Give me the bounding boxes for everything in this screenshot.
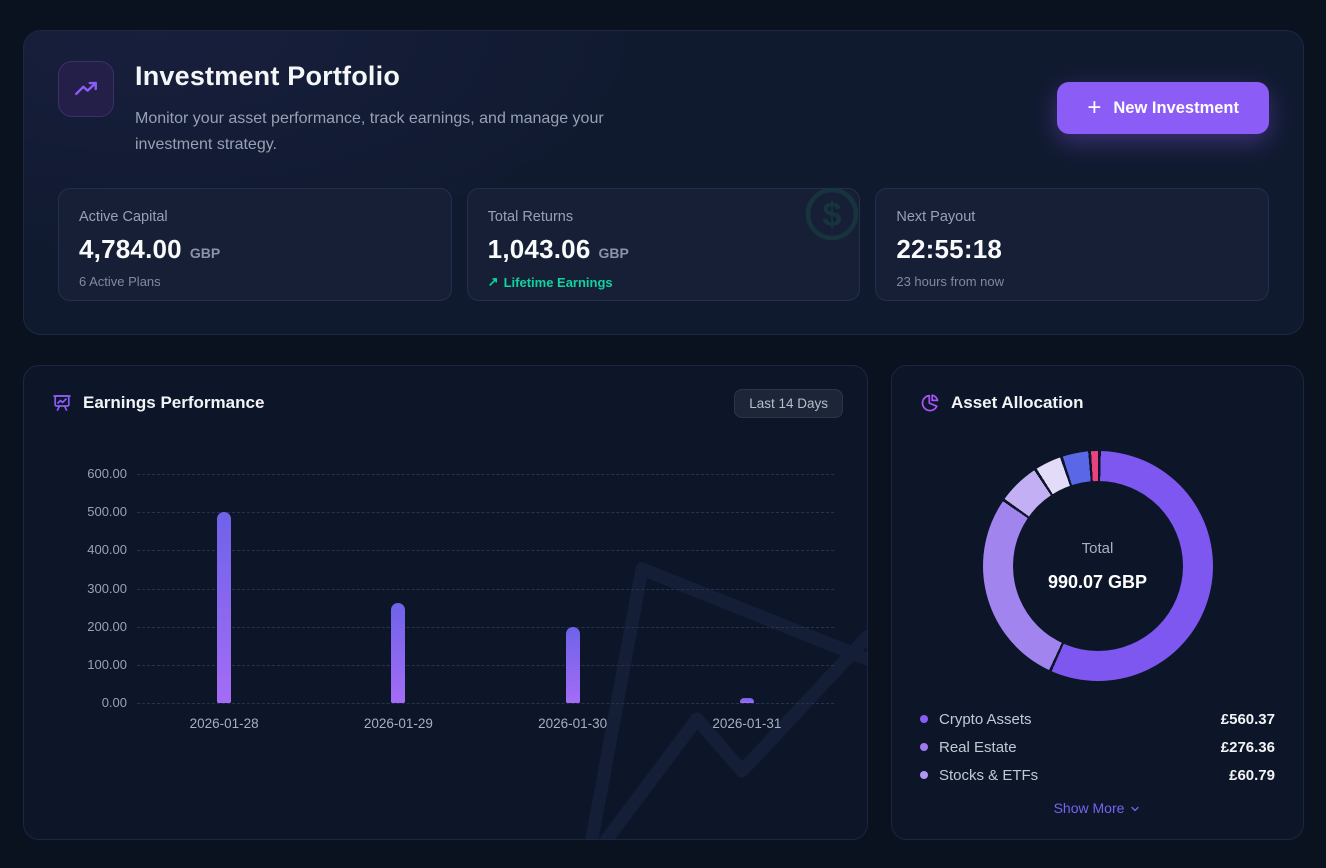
y-axis: 600.00 500.00 400.00 300.00 200.00 100.00 0.00 bbox=[54, 466, 127, 710]
chevron-down-icon bbox=[1131, 806, 1140, 812]
stat-label: Next Payout bbox=[896, 209, 976, 225]
presentation-chart-icon bbox=[53, 395, 71, 411]
page-title: Investment Portfolio bbox=[135, 61, 401, 91]
asset-allocation-panel: Asset Allocation Total 990.07 GBP Crypto… bbox=[891, 365, 1304, 840]
allocation-panel-title: Asset Allocation bbox=[951, 393, 1084, 412]
stat-note: 6 Active Plans bbox=[79, 274, 161, 289]
donut-center: Total 990.07 GBP bbox=[1012, 481, 1183, 651]
allocation-legend: Crypto Assets £560.37 Real Estate £276.3… bbox=[920, 705, 1275, 789]
legend-dot bbox=[920, 771, 928, 779]
stat-card-total-returns: $ Total Returns 1,043.06 GBP ↗ Lifetime … bbox=[466, 187, 861, 301]
legend-amount: £560.37 bbox=[1220, 710, 1275, 728]
bar-2026-01-30[interactable] bbox=[565, 626, 580, 703]
stat-currency: GBP bbox=[598, 245, 629, 261]
y-axis-tick-label: 400.00 bbox=[87, 542, 127, 558]
trending-up-icon bbox=[58, 61, 114, 117]
gridline bbox=[137, 588, 834, 590]
bar-2026-01-28[interactable] bbox=[217, 512, 232, 703]
gridline bbox=[137, 474, 834, 475]
stat-note: 23 hours from now bbox=[896, 274, 1005, 289]
legend-name: Crypto Assets bbox=[939, 710, 1032, 728]
new-investment-label: New Investment bbox=[1113, 98, 1239, 117]
donut-center-label: Total bbox=[1081, 539, 1114, 557]
show-more-label: Show More bbox=[1053, 800, 1125, 816]
stat-note-lifetime-earnings: ↗ Lifetime Earnings bbox=[488, 274, 840, 290]
bar-2026-01-29[interactable] bbox=[391, 603, 406, 703]
new-investment-button[interactable]: + New Investment bbox=[1057, 82, 1269, 134]
gridline bbox=[137, 512, 834, 514]
show-more-button[interactable]: Show More bbox=[892, 800, 1303, 816]
earnings-performance-panel: Earnings Performance Last 14 Days 600.00… bbox=[23, 365, 868, 840]
stat-value: 4,784.00 bbox=[79, 234, 182, 264]
x-axis-tick-label: 2026-01-29 bbox=[363, 716, 433, 731]
donut-center-value: 990.07 GBP bbox=[1047, 571, 1148, 592]
gridline bbox=[137, 664, 834, 666]
pie-chart-icon bbox=[921, 394, 939, 412]
legend-amount: £276.36 bbox=[1220, 738, 1275, 756]
legend-row-crypto-assets: Crypto Assets £560.37 bbox=[920, 705, 1275, 733]
portfolio-hero-card: Investment Portfolio Monitor your asset … bbox=[23, 30, 1304, 335]
page-subtitle: Monitor your asset performance, track ea… bbox=[135, 110, 604, 154]
stat-value: 1,043.06 bbox=[487, 234, 591, 264]
y-axis-tick-label: 200.00 bbox=[87, 618, 127, 634]
allocation-donut-chart: Total 990.07 GBP bbox=[982, 451, 1213, 681]
legend-row-stocks-etfs: Stocks & ETFs £60.79 bbox=[920, 761, 1275, 789]
stat-note-text: Lifetime Earnings bbox=[503, 274, 613, 290]
stat-card-active-capital: Active Capital 4,784.00 GBP 6 Active Pla… bbox=[58, 188, 452, 301]
legend-row-real-estate: Real Estate £276.36 bbox=[920, 733, 1275, 761]
gridline bbox=[137, 703, 834, 704]
stat-currency: GBP bbox=[189, 245, 221, 261]
y-axis-tick-label: 100.00 bbox=[87, 656, 127, 672]
y-axis-tick-label: 500.00 bbox=[87, 504, 127, 520]
legend-dot bbox=[920, 715, 928, 723]
stat-value-countdown: 22:55:18 bbox=[896, 234, 1003, 264]
gridline bbox=[137, 550, 834, 552]
date-range-button[interactable]: Last 14 Days bbox=[734, 389, 843, 418]
bar-2026-01-31[interactable] bbox=[739, 698, 754, 703]
earnings-bar-chart: 600.00 500.00 400.00 300.00 200.00 100.00 0.00… bbox=[54, 466, 834, 744]
legend-name: Real Estate bbox=[939, 738, 1017, 756]
x-axis-tick-label: 2026-01-30 bbox=[538, 716, 608, 731]
stat-card-next-payout: Next Payout 22:55:18 23 hours from now bbox=[875, 188, 1270, 301]
earnings-panel-title: Earnings Performance bbox=[83, 393, 265, 412]
arrow-up-right-icon: ↗ bbox=[487, 274, 499, 289]
gridline bbox=[137, 626, 834, 628]
legend-amount: £60.79 bbox=[1229, 766, 1275, 784]
stats-row: Active Capital 4,784.00 GBP 6 Active Pla… bbox=[58, 187, 1270, 301]
x-axis-tick-label: 2026-01-28 bbox=[189, 716, 259, 731]
plus-icon: + bbox=[1087, 94, 1102, 121]
legend-name: Stocks & ETFs bbox=[939, 766, 1039, 784]
x-axis-tick-label: 2026-01-31 bbox=[712, 716, 782, 731]
stat-label: Total Returns bbox=[487, 209, 574, 225]
legend-dot bbox=[920, 743, 928, 751]
y-axis-tick-label: 300.00 bbox=[87, 580, 127, 596]
y-axis-tick-label: 0.00 bbox=[101, 695, 127, 710]
plot-area: 2026-01-28 2026-01-29 2026-01-30 2026-01-31 bbox=[137, 474, 834, 731]
y-axis-tick-label: 600.00 bbox=[87, 466, 127, 481]
stat-label: Active Capital bbox=[79, 209, 168, 225]
